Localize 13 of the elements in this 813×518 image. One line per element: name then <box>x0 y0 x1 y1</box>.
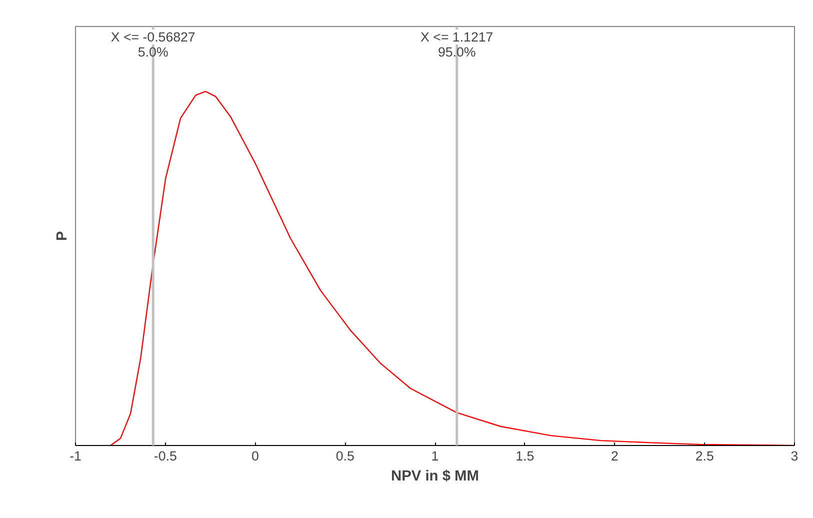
x-tick-label: 0 <box>252 448 259 464</box>
x-tick-label: 3 <box>790 448 798 464</box>
y-axis-title: P <box>54 230 70 241</box>
ref-line-label: X <= 1.1217 95.0% <box>420 30 494 60</box>
x-tick-label: -0.5 <box>154 448 177 464</box>
x-tick-label: 2 <box>611 448 618 464</box>
x-tick-label: 2.5 <box>695 448 714 464</box>
x-tick-label: 0.5 <box>336 448 354 464</box>
x-tick-label: 1 <box>431 448 439 464</box>
ref-line-label: X <= -0.56827 5.0% <box>110 30 196 60</box>
x-axis-title: NPV in $ MM <box>391 468 479 484</box>
x-tick-label: 1.5 <box>516 448 534 464</box>
x-tick-label: -1 <box>70 448 82 464</box>
